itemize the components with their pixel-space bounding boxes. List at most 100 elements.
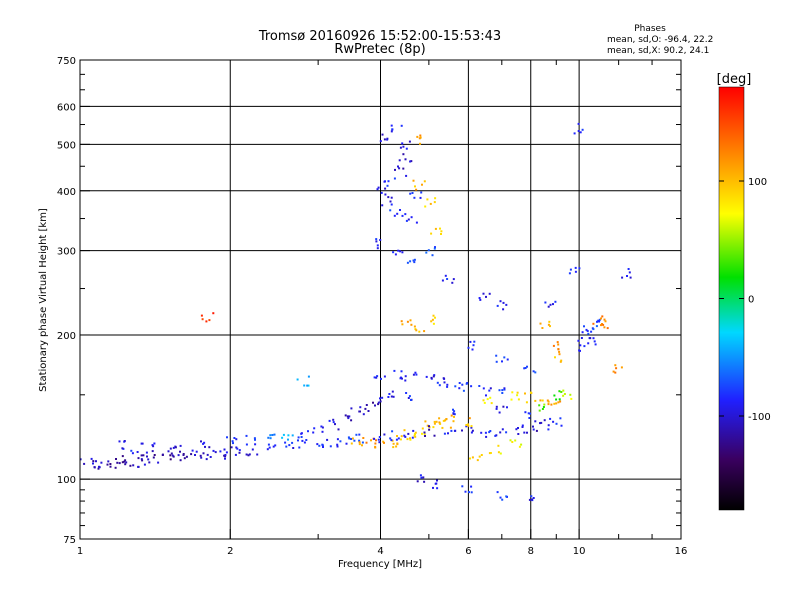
- data-point: [355, 433, 358, 436]
- data-point: [483, 401, 486, 404]
- data-point: [579, 131, 582, 134]
- data-point: [106, 463, 109, 466]
- data-point: [307, 375, 310, 378]
- data-point: [547, 403, 550, 406]
- data-point: [620, 366, 623, 369]
- data-point: [235, 446, 238, 449]
- data-point: [298, 446, 301, 449]
- data-point: [421, 183, 423, 186]
- data-point: [428, 425, 430, 428]
- data-point: [312, 431, 315, 434]
- data-point: [137, 465, 140, 468]
- data-point: [469, 457, 471, 460]
- data-point: [391, 439, 394, 442]
- data-point: [413, 261, 416, 264]
- data-point: [485, 295, 487, 298]
- data-point: [410, 160, 413, 163]
- data-point: [336, 443, 339, 446]
- data-point: [547, 400, 550, 403]
- data-point: [511, 391, 514, 394]
- data-point: [347, 417, 350, 420]
- x-tick-label: 16: [675, 546, 688, 557]
- data-point: [590, 330, 593, 333]
- data-point: [358, 441, 361, 444]
- data-point: [510, 398, 513, 401]
- data-point: [426, 424, 429, 427]
- data-point: [547, 323, 550, 326]
- data-point: [554, 356, 556, 359]
- data-point: [183, 457, 186, 460]
- data-point: [306, 384, 309, 387]
- data-point: [386, 138, 389, 141]
- data-point: [433, 434, 436, 437]
- data-point: [445, 418, 448, 420]
- data-point: [550, 403, 553, 406]
- data-point: [392, 446, 395, 449]
- data-point: [95, 460, 97, 463]
- colorbar-ticks: -100 0 100: [719, 177, 771, 423]
- data-point: [140, 458, 143, 461]
- data-point: [589, 337, 592, 340]
- data-point: [403, 429, 406, 432]
- data-point: [430, 232, 433, 235]
- data-point: [248, 453, 251, 456]
- data-point: [379, 140, 382, 143]
- data-point: [555, 422, 558, 425]
- data-point: [147, 458, 150, 461]
- data-point: [409, 437, 411, 440]
- data-point: [511, 441, 514, 443]
- data-point: [406, 261, 409, 264]
- data-point: [413, 325, 416, 328]
- data-point: [517, 398, 520, 401]
- data-point: [346, 415, 349, 418]
- data-point: [132, 464, 135, 467]
- data-point: [300, 436, 303, 438]
- data-point: [403, 434, 406, 437]
- data-point: [174, 446, 177, 449]
- data-point: [419, 474, 422, 477]
- y-tick-label: 75: [63, 535, 76, 546]
- data-point: [345, 442, 348, 445]
- data-point: [444, 274, 447, 277]
- data-point: [502, 301, 505, 304]
- data-point: [393, 214, 396, 217]
- data-point: [389, 209, 392, 212]
- data-point: [121, 455, 124, 458]
- data-point: [430, 376, 433, 379]
- data-point: [587, 342, 590, 345]
- data-point: [201, 318, 204, 321]
- data-point: [233, 437, 236, 439]
- data-point: [301, 439, 304, 442]
- data-point: [415, 221, 418, 224]
- data-point: [557, 401, 560, 404]
- data-point: [364, 407, 367, 410]
- data-point: [478, 297, 481, 299]
- colorbar-tick-label: -100: [748, 412, 771, 423]
- data-point: [524, 367, 527, 369]
- data-point: [555, 398, 558, 401]
- data-point: [284, 441, 287, 444]
- data-point: [416, 480, 419, 483]
- data-point: [143, 463, 146, 466]
- data-point: [540, 421, 543, 424]
- data-point: [442, 419, 445, 422]
- data-point: [452, 278, 455, 281]
- data-point: [307, 384, 310, 387]
- data-point: [392, 442, 395, 445]
- data-point: [396, 212, 399, 215]
- data-point: [390, 203, 393, 206]
- data-point: [518, 445, 521, 448]
- data-point: [123, 440, 126, 442]
- data-point: [424, 420, 427, 423]
- data-point: [224, 454, 227, 456]
- data-point: [200, 440, 202, 443]
- data-point: [109, 463, 112, 465]
- data-point: [291, 441, 294, 444]
- data-point: [541, 399, 544, 402]
- data-point: [409, 192, 412, 195]
- data-point: [627, 268, 630, 270]
- data-point: [202, 442, 205, 445]
- data-point: [560, 359, 563, 362]
- data-point: [361, 444, 363, 447]
- data-point: [409, 438, 412, 441]
